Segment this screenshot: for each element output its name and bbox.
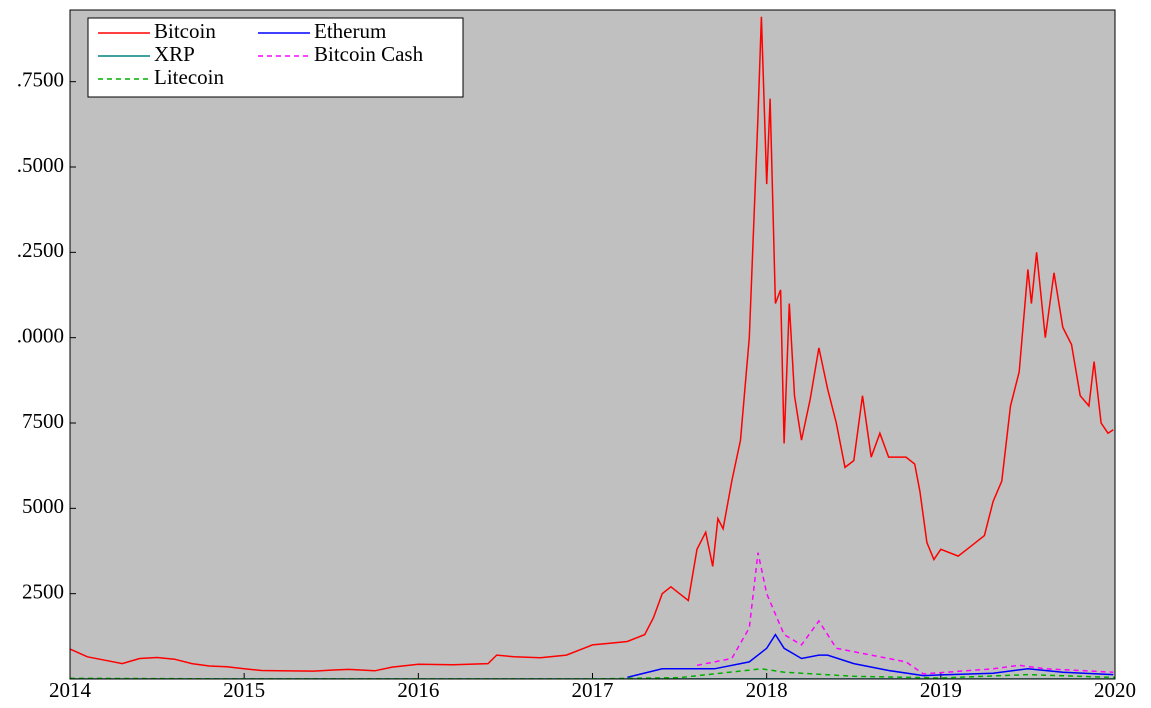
y-tick-label: .2500 bbox=[17, 238, 64, 262]
series-line bbox=[696, 552, 1114, 675]
y-tick-label: .0000 bbox=[17, 323, 64, 347]
y-tick-label: 2500 bbox=[22, 579, 64, 603]
legend-label: XRP bbox=[154, 42, 195, 66]
y-tick-label: 5000 bbox=[22, 494, 64, 518]
series-line bbox=[627, 633, 1114, 679]
x-tick-label: 2020 bbox=[1094, 678, 1136, 702]
x-tick-label: 2016 bbox=[397, 678, 439, 702]
series-line bbox=[70, 16, 1114, 672]
plot-frame bbox=[69, 9, 1116, 680]
legend-label: Litecoin bbox=[154, 65, 224, 89]
x-tick-label: 2018 bbox=[746, 678, 788, 702]
x-tick-label: 2014 bbox=[49, 678, 92, 702]
plot-background bbox=[70, 10, 1115, 679]
legend-label: Bitcoin Cash bbox=[314, 42, 424, 66]
x-tick-label: 2019 bbox=[920, 678, 962, 702]
y-tick-label: .5000 bbox=[17, 153, 64, 177]
x-tick-label: 2015 bbox=[223, 678, 265, 702]
legend-label: Bitcoin bbox=[154, 19, 216, 43]
y-tick-label: .7500 bbox=[17, 67, 64, 91]
legend-box bbox=[87, 17, 464, 98]
x-tick-label: 2017 bbox=[572, 678, 614, 702]
legend-label: Etherum bbox=[314, 19, 386, 43]
y-tick-label: 7500 bbox=[22, 409, 64, 433]
